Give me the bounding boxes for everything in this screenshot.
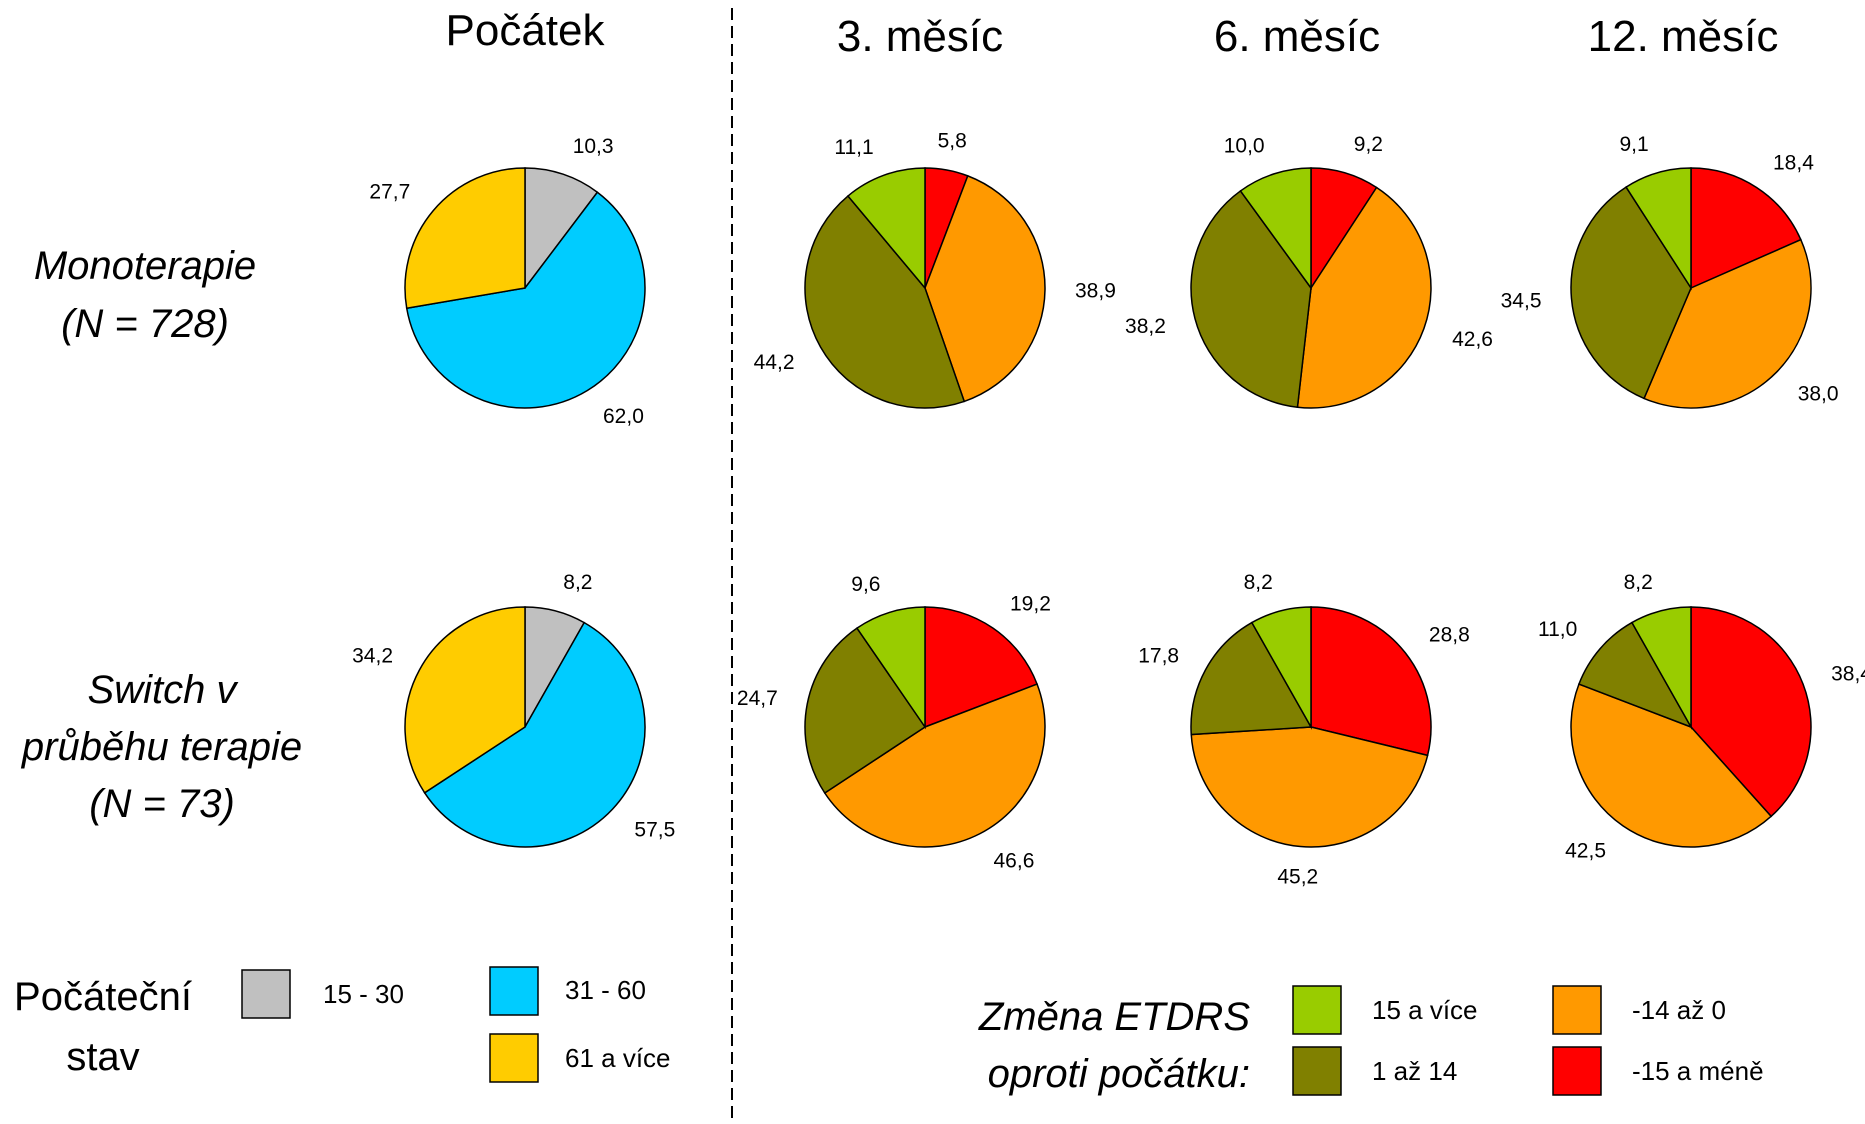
- pie-slice-label-14-az-0: 46,6: [994, 850, 1035, 873]
- pie-slice-label-14-az-0: 42,5: [1565, 840, 1606, 863]
- pie-slice-15-a-mene: [1310, 606, 1432, 757]
- pie-slice-15-30: [524, 167, 599, 291]
- pie-slice-label-15-30: 10,3: [573, 135, 614, 158]
- pie-switch-v-prubehu-terapie-n-73-6-mesic: 28,8 45,2 17,8 8,2: [1138, 571, 1470, 889]
- pie-slice-label-1-az-14: 17,8: [1138, 645, 1179, 668]
- pie-slice-label-15-a-mene: 9,2: [1354, 133, 1383, 156]
- pie-slice-label-1-az-14: 34,5: [1501, 290, 1542, 313]
- legend-label-61-plus: 61 a více: [565, 1043, 671, 1073]
- pie-slice-label-1-az-14: 11,0: [1538, 618, 1577, 641]
- pie-slice-label-15-a-mene: 18,4: [1773, 151, 1814, 174]
- legend-label-15-30: 15 - 30: [323, 979, 404, 1009]
- pie-slice-15-a-mene: [1690, 167, 1802, 290]
- pie-slice-1-az-14: [804, 194, 966, 409]
- legend-label-15-plus: 15 a více: [1372, 995, 1478, 1025]
- legend-swatch-1-14: [1292, 1046, 1342, 1096]
- pie-slice-label-15-a-mene: 38,4: [1831, 662, 1865, 685]
- column-title-month-12: 12. měsíc: [1588, 12, 1779, 61]
- pie-switch-v-prubehu-terapie-n-73-3-mesic: 19,2 46,6 24,7 9,6: [737, 573, 1051, 873]
- pie-slice-14-az-0: [1570, 683, 1773, 848]
- pie-slice-14-az-0: [823, 683, 1046, 848]
- pie-slice-15-a-vice: [1239, 167, 1312, 291]
- pie-slice-label-61-a-vice: 34,2: [352, 645, 393, 668]
- pie-slice-15-a-mene: [1690, 606, 1812, 818]
- row-label-switch-line2: průběhu terapie: [21, 725, 302, 769]
- pie-charts: 10,3 62,0 27,7 5,8 38,9 44,2 11,1 9,2 42,6 38,2 10…: [352, 130, 1865, 889]
- legend-swatch-minus14-0: [1552, 985, 1602, 1035]
- pie-slice-label-15-a-vice: 9,6: [851, 573, 880, 596]
- legend-baseline-title-line1: Počáteční: [14, 975, 192, 1019]
- pie-slice-61-a-vice: [404, 167, 526, 310]
- legend-label-minus14-0: -14 až 0: [1632, 995, 1726, 1025]
- pie-monoterapie-n-728-pocatek: 10,3 62,0 27,7: [369, 135, 646, 428]
- legend-change: Změna ETDRS oproti počátku: 15 a více 1 …: [978, 985, 1764, 1096]
- pie-slice-label-15-a-vice: 10,0: [1224, 134, 1265, 157]
- row-label-switch-line1: Switch v: [88, 668, 239, 712]
- legend-swatch-15-plus: [1292, 985, 1342, 1035]
- pie-monoterapie-n-728-3-mesic: 5,8 38,9 44,2 11,1: [754, 130, 1116, 409]
- legend-swatch-15-30: [241, 969, 291, 1019]
- pie-slice-1-az-14: [1570, 186, 1692, 400]
- pie-slice-15-a-mene: [924, 606, 1039, 729]
- pie-slice-label-15-a-vice: 8,2: [1624, 571, 1653, 594]
- pie-slice-15-a-vice: [846, 167, 926, 291]
- legend-swatch-minus15: [1552, 1046, 1602, 1096]
- pie-slice-label-14-az-0: 45,2: [1277, 865, 1318, 888]
- pie-slice-14-az-0: [924, 174, 1046, 403]
- pie-slice-label-15-a-vice: 8,2: [1244, 571, 1273, 594]
- legend-label-1-14: 1 až 14: [1372, 1056, 1457, 1086]
- pie-slice-1-az-14: [1190, 189, 1312, 409]
- pie-slice-label-14-az-0: 38,9: [1075, 279, 1116, 302]
- pie-slice-15-a-vice: [1630, 606, 1692, 730]
- pie-monoterapie-n-728-6-mesic: 9,2 42,6 38,2 10,0: [1125, 133, 1493, 409]
- column-title-baseline: Počátek: [446, 6, 606, 55]
- pie-slice-label-14-az-0: 38,0: [1798, 382, 1839, 405]
- row-label-switch-line3: (N = 73): [89, 782, 235, 826]
- pie-slice-label-15-a-mene: 5,8: [938, 130, 967, 153]
- pie-slice-label-14-az-0: 42,6: [1452, 328, 1493, 351]
- legend-change-title-line1: Změna ETDRS: [978, 995, 1250, 1039]
- pie-slice-label-1-az-14: 24,7: [737, 687, 778, 710]
- pie-slice-label-15-30: 8,2: [563, 571, 592, 594]
- legend-baseline: Počáteční stav 15 - 30 31 - 60 61 a více: [14, 966, 671, 1083]
- legend-label-minus15: -15 a méně: [1632, 1056, 1764, 1086]
- pie-slice-label-15-a-mene: 19,2: [1010, 592, 1051, 615]
- pie-slice-label-15-a-vice: 9,1: [1619, 133, 1648, 156]
- legend-change-title-line2: oproti počátku:: [988, 1052, 1250, 1096]
- pie-slice-label-15-a-vice: 11,1: [834, 136, 873, 159]
- pie-slice-14-az-0: [1190, 726, 1429, 848]
- pie-slice-15-a-vice: [1625, 167, 1692, 291]
- pie-slice-label-31-60: 57,5: [634, 819, 675, 842]
- pie-slice-31-60: [405, 191, 646, 409]
- pie-switch-v-prubehu-terapie-n-73-12-mesic: 38,4 42,5 11,0 8,2: [1538, 571, 1865, 863]
- legend-baseline-title-line2: stav: [66, 1035, 139, 1079]
- pie-slice-14-az-0: [1643, 238, 1812, 409]
- pie-slice-1-az-14: [1577, 621, 1693, 729]
- legend-swatch-61-plus: [489, 1033, 539, 1083]
- pie-slice-label-61-a-vice: 27,7: [369, 180, 410, 203]
- column-title-month-3: 3. měsíc: [837, 12, 1003, 61]
- pie-slice-label-31-60: 62,0: [603, 405, 644, 428]
- pie-switch-v-prubehu-terapie-n-73-pocatek: 8,2 57,5 34,2: [352, 571, 675, 848]
- pie-slice-1-az-14: [1190, 621, 1313, 736]
- pie-slice-label-1-az-14: 44,2: [754, 351, 795, 374]
- legend-label-31-60: 31 - 60: [565, 975, 646, 1005]
- pie-slice-label-1-az-14: 38,2: [1125, 315, 1166, 338]
- pie-slice-31-60: [423, 621, 646, 848]
- row-label-monotherapy-line2: (N = 728): [61, 302, 229, 346]
- pie-slice-1-az-14: [804, 627, 927, 795]
- legend-swatch-31-60: [489, 966, 539, 1016]
- pie-slice-61-a-vice: [404, 606, 526, 794]
- column-title-month-6: 6. měsíc: [1214, 12, 1380, 61]
- pie-slice-15-a-vice: [855, 606, 926, 730]
- pie-monoterapie-n-728-12-mesic: 18,4 38,0 34,5 9,1: [1501, 133, 1839, 409]
- pie-slice-label-15-a-mene: 28,8: [1429, 623, 1470, 646]
- pie-slice-14-az-0: [1296, 186, 1432, 409]
- row-label-monotherapy-line1: Monoterapie: [34, 244, 256, 288]
- pie-slice-15-a-vice: [1250, 606, 1312, 730]
